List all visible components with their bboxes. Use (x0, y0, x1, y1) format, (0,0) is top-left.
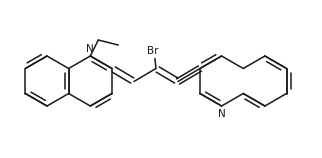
Text: Br: Br (147, 46, 159, 55)
Text: N: N (218, 109, 225, 119)
Text: N: N (86, 44, 94, 54)
